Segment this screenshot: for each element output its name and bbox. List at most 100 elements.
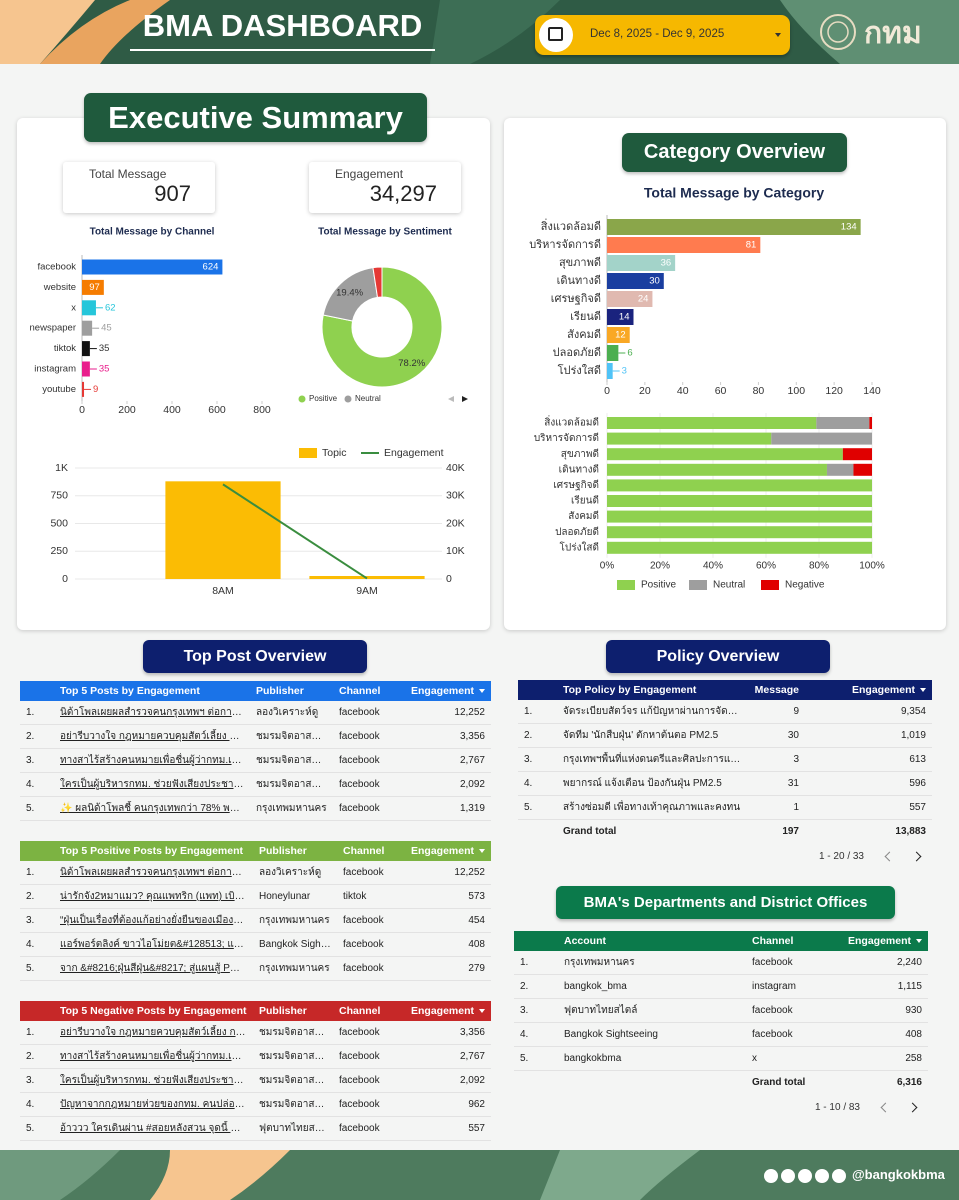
table-cell: 1.	[520, 957, 529, 968]
data-table: Top 5 Positive Posts by Engagement Publis…	[20, 841, 491, 981]
post-link[interactable]: นิด้าโพลเผยผลสำรวจคนกรุงเทพฯ ต่อการทำงาน…	[60, 867, 253, 878]
date-picker[interactable]: Dec 8, 2025 - Dec 9, 2025	[535, 15, 790, 55]
post-link[interactable]: ปัญหาจากกฎหมายห่วยของกทม. คนปล่อยหมาแมวม…	[60, 1099, 253, 1110]
table-cell: ชมรมจิตอาสารักษ์สัตว์	[259, 1051, 333, 1062]
social-icon[interactable]	[798, 1169, 812, 1183]
post-link[interactable]: ใครเป็นผู้บริหารกทม. ช่วยฟังเสียงประชาชน…	[60, 779, 250, 790]
table-cell: facebook	[343, 963, 384, 974]
table-cell: Bangkok Sightseeing	[564, 1029, 658, 1040]
table-cell: พยากรณ์ แจ้งเตือน ป้องกันฝุ่น PM2.5	[563, 778, 722, 789]
post-link[interactable]: อ้าววว ใครเดินผ่าน #สอยหลังสวน จุดนี้ หล…	[60, 1123, 253, 1134]
table-row: 3. ฟุตบาทไทยสไตล์ facebook 930	[514, 999, 928, 1023]
header-cell[interactable]: Engagement	[405, 685, 491, 697]
table-cell: 279	[468, 963, 485, 974]
table-cell: facebook	[752, 957, 793, 968]
table-row: 4. แอร์พอร์ตลิงค์ ขาวไอโม่ยต&#128513; แอค…	[20, 933, 491, 957]
table-row: 1. จัดระเบียบสัตว์จร แก้ปัญหาผ่านการจัดกา…	[518, 700, 932, 724]
table-cell: 1,019	[900, 730, 926, 741]
table-cell: 5.	[26, 803, 35, 814]
post-link[interactable]: อย่ารีบวางใจ กฎหมายควบคุมสัตว์เลี้ยง กทม…	[60, 1027, 253, 1038]
table-cell: 3,356	[459, 731, 485, 742]
post-link[interactable]: อย่ารีบวางใจ กฎหมายควบคุมสัตว์เลี้ยง กทม…	[60, 731, 250, 742]
table-header: Top 5 Positive Posts by Engagement Publis…	[20, 841, 491, 861]
header-cell: Account	[564, 935, 606, 947]
table-cell: 930	[905, 1005, 922, 1016]
table-cell: 3,356	[459, 1027, 485, 1038]
next-page[interactable]	[911, 851, 922, 861]
table-cell: facebook	[339, 1075, 380, 1086]
post-link[interactable]: จาก &#8216;ฝุ่นสีฝุ่น&#8217; สู่แผนสู้ P…	[60, 963, 253, 974]
table-cell: facebook	[343, 939, 384, 950]
table-row: 5. ✨ ผลนิด้าโพลชี้ คนกรุงเทพกว่า 78% พอใจ…	[20, 797, 491, 821]
post-link[interactable]: ใครเป็นผู้บริหารกทม. ช่วยฟังเสียงประชาชน…	[60, 1075, 253, 1086]
post-link[interactable]: ทางสาไร้สร้างคนหมายเพื่อชื่นผู้ว่ากทม.เก…	[60, 1051, 253, 1062]
social-icon[interactable]	[781, 1169, 795, 1183]
table-cell: facebook	[339, 707, 380, 718]
prev-page[interactable]	[880, 1102, 891, 1112]
table-cell: ลองวิเคราะห์ดู	[256, 707, 319, 718]
table-header: Top 5 Negative Posts by Engagement Publis…	[20, 1001, 491, 1021]
social-icon[interactable]	[815, 1169, 829, 1183]
table-cell: 2,092	[459, 779, 485, 790]
footer-handle: @bangkokbma	[852, 1167, 945, 1182]
table-cell: 1	[793, 802, 799, 813]
next-page[interactable]	[907, 1102, 918, 1112]
table-cell: 3.	[524, 754, 533, 765]
table-row: 4. พยากรณ์ แจ้งเตือน ป้องกันฝุ่น PM2.5 31 5…	[518, 772, 932, 796]
table-cell: 2.	[26, 891, 35, 902]
header-cell[interactable]: Engagement	[405, 845, 491, 857]
table-cell: Bangkok Sightseeing	[259, 939, 337, 950]
table-row: 3. กรุงเทพฯพื้นที่แห่งดนตรีและศิลปะการแสด…	[518, 748, 932, 772]
table-cell: 258	[905, 1053, 922, 1064]
table-cell: 12,252	[454, 867, 485, 878]
date-range: Dec 8, 2025 - Dec 9, 2025	[590, 28, 725, 40]
table-cell: 1,115	[897, 981, 922, 992]
table-cell: 2.	[520, 981, 529, 992]
header-cell: Publisher	[259, 845, 307, 857]
table-cell: 2,092	[459, 1075, 485, 1086]
kpi-value: 907	[154, 181, 191, 206]
page-info: 1 - 20 / 33	[818, 850, 864, 862]
header-cell: Publisher	[259, 1005, 307, 1017]
table-cell: 5.	[26, 1123, 35, 1134]
table-row: 3. ทางสาไร้สร้างคนหมายเพื่อชื่นผู้ว่ากทม.…	[20, 749, 491, 773]
table-cell: ชมรมจิตอาสารักษ์สัตว์	[259, 1099, 333, 1110]
table-cell: 3	[793, 754, 799, 765]
table-row: 5. จาก &#8216;ฝุ่นสีฝุ่น&#8217; สู่แผนสู้…	[20, 957, 491, 981]
table-cell: 30	[787, 730, 799, 741]
prev-page[interactable]	[884, 851, 895, 861]
table-cell: กรุงเทพมหานคร	[256, 803, 327, 814]
header-shape	[430, 0, 560, 64]
post-link[interactable]: “ฝุ่นเป็นเรื่องที่ต้องแก้อย่างยั่งยืนของ…	[60, 915, 253, 926]
table-cell: ลองวิเคราะห์ดู	[259, 867, 322, 878]
header-cell: Top Policy by Engagement	[563, 684, 697, 696]
pagination: 1 - 20 / 33	[518, 843, 932, 869]
table-cell: 596	[909, 778, 926, 789]
table-row: 4. Bangkok Sightseeing facebook 408	[514, 1023, 928, 1047]
table-cell: 31	[787, 778, 799, 789]
social-icon[interactable]	[832, 1169, 846, 1183]
dropdown-arrow	[775, 33, 781, 37]
post-link[interactable]: แอร์พอร์ตลิงค์ ขาวไอโม่ยต&#128513; แอคเห…	[60, 939, 253, 950]
data-table: Top 5 Negative Posts by Engagement Publis…	[20, 1001, 491, 1141]
post-link[interactable]: น่ารักจัง2หมาแมว? คุณแพทริก (แพท) เบิร์น…	[60, 891, 253, 902]
table-cell: 962	[468, 1099, 485, 1110]
table-cell: facebook	[339, 1099, 380, 1110]
header-cell[interactable]: Engagement	[826, 935, 928, 947]
dashboard-title: BMA DASHBOARD	[142, 8, 423, 43]
table-cell: facebook	[339, 1051, 380, 1062]
header-cell[interactable]: Engagement	[805, 684, 932, 696]
table-row: 2. น่ารักจัง2หมาแมว? คุณแพทริก (แพท) เบิร…	[20, 885, 491, 909]
post-link[interactable]: ทางสาไร้สร้างคนหมายเพื่อชื่นผู้ว่ากทม.เก…	[60, 755, 250, 766]
post-link[interactable]: ✨ ผลนิด้าโพลชี้ คนกรุงเทพกว่า 78% พอใจกา…	[60, 803, 250, 814]
social-icon[interactable]	[764, 1169, 778, 1183]
header-cell[interactable]: Engagement	[405, 1005, 491, 1017]
header-cell: Top 5 Negative Posts by Engagement	[60, 1005, 247, 1017]
header-cell: Top 5 Posts by Engagement	[60, 685, 200, 697]
footer-shape	[150, 1150, 290, 1200]
header-cell: Channel	[343, 845, 385, 857]
post-link[interactable]: นิด้าโพลเผยผลสำรวจคนกรุงเทพฯ ต่อการทำงาน…	[60, 707, 250, 718]
table-cell: facebook	[339, 731, 380, 742]
table-row: 2. อย่ารีบวางใจ กฎหมายควบคุมสัตว์เลี้ยง ก…	[20, 725, 491, 749]
